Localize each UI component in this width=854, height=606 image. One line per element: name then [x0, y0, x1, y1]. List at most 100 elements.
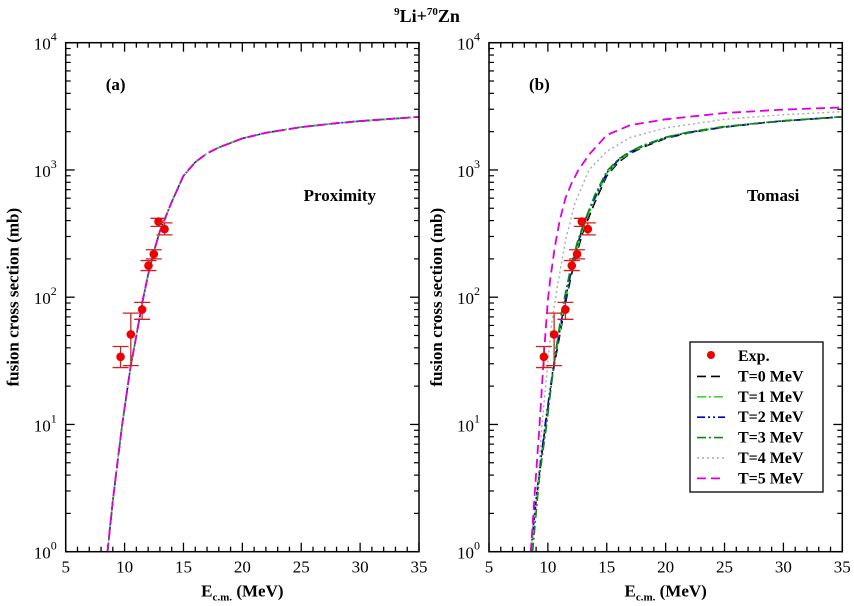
y-tick-base: 10	[34, 416, 51, 435]
x-axis-label-subscript: c.m.	[636, 592, 656, 604]
x-tick-label: 15	[598, 558, 615, 577]
model-annotation: Proximity	[304, 186, 377, 205]
y-tick-label: 100	[457, 539, 480, 563]
y-tick-base: 10	[34, 162, 51, 181]
x-tick-label: 20	[657, 558, 674, 577]
y-tick-base: 10	[457, 416, 474, 435]
y-tick-label: 100	[34, 539, 57, 563]
y-tick-label: 102	[34, 284, 57, 308]
y-tick-exponent: 1	[474, 411, 480, 425]
legend-label: Exp.	[738, 348, 770, 365]
experimental-points	[112, 217, 173, 369]
data-point	[583, 224, 593, 234]
legend-entry-t5: T=5 MeV	[697, 470, 804, 487]
y-tick-base: 10	[34, 35, 51, 54]
x-tick-label: 35	[411, 558, 428, 577]
x-axis-label-subscript: c.m.	[213, 592, 233, 604]
x-axis-label-unit: (MeV)	[232, 582, 283, 601]
y-tick-base: 10	[457, 289, 474, 308]
legend: Exp. T=0 MeV T=1 MeV T=2 MeV T=3 MeV T=4 MeV T…	[689, 341, 824, 493]
y-tick-base: 10	[34, 289, 51, 308]
y-tick-exponent: 2	[474, 284, 480, 298]
figure-title: 9Li+70Zn	[394, 6, 460, 26]
legend-entry-exp: Exp.	[707, 348, 770, 365]
legend-label: T=3 MeV	[738, 430, 804, 447]
y-tick-base: 10	[457, 35, 474, 54]
data-point	[577, 217, 587, 226]
legend-label: T=5 MeV	[738, 470, 804, 487]
y-tick-exponent: 3	[474, 157, 480, 171]
x-axis-label: Ec.m. (MeV)	[201, 582, 283, 604]
y-tick-label: 104	[457, 30, 480, 54]
y-tick-label: 103	[34, 157, 57, 181]
x-axis-label-main: E	[624, 582, 635, 601]
x-tick-label: 5	[485, 558, 494, 577]
data-point	[549, 330, 559, 339]
y-tick-label: 101	[34, 411, 57, 435]
series-line-t5	[106, 116, 419, 552]
x-axis-label-main: E	[201, 582, 212, 601]
data-point	[137, 305, 147, 314]
x-tick-label: 15	[175, 558, 192, 577]
x-tick-label: 35	[834, 558, 851, 577]
y-tick-base: 10	[457, 544, 474, 563]
series-line-t0	[106, 116, 419, 552]
panel-label: (a)	[106, 75, 126, 94]
legend-label: T=2 MeV	[738, 409, 804, 426]
legend-entry-t0: T=0 MeV	[697, 368, 804, 385]
data-point	[539, 352, 549, 362]
panel-label: (b)	[529, 75, 550, 94]
title-mass1: 9	[394, 6, 400, 18]
data-point	[154, 217, 163, 226]
y-tick-label: 103	[457, 157, 480, 181]
x-tick-label: 10	[116, 558, 133, 577]
title-element2: Zn	[438, 6, 460, 26]
y-tick-label: 104	[34, 30, 57, 54]
y-tick-base: 10	[457, 162, 474, 181]
x-tick-label: 5	[61, 558, 70, 577]
curves	[529, 106, 843, 552]
series-line-t3	[106, 116, 419, 552]
legend-box	[689, 341, 824, 493]
y-tick-exponent: 2	[51, 284, 57, 298]
data-point	[149, 249, 159, 259]
data-point	[561, 305, 570, 314]
legend-marker	[707, 351, 715, 359]
y-tick-label: 102	[457, 284, 480, 308]
series-line-t1	[106, 116, 419, 552]
series-line-t3	[531, 115, 843, 552]
series-line-t4	[530, 111, 843, 552]
title-element1: Li+	[400, 6, 427, 26]
title-mass2: 70	[427, 6, 439, 18]
data-point	[116, 352, 125, 362]
data-point	[126, 330, 136, 339]
y-axis-label: fusion cross section (mb)	[4, 208, 23, 387]
x-tick-label: 30	[775, 558, 792, 577]
data-point	[572, 249, 582, 259]
legend-entry-t3: T=3 MeV	[697, 430, 804, 447]
legend-label: T=4 MeV	[738, 450, 804, 467]
x-axis-label-unit: (MeV)	[655, 582, 706, 601]
y-tick-exponent: 3	[51, 157, 57, 171]
data-point	[144, 261, 153, 270]
y-tick-exponent: 4	[51, 30, 57, 44]
x-tick-label: 25	[293, 558, 310, 577]
model-annotation: Tomasi	[747, 186, 800, 205]
x-tick-label: 20	[234, 558, 251, 577]
x-tick-label: 30	[352, 558, 369, 577]
y-tick-exponent: 1	[51, 411, 57, 425]
legend-entry-t4: T=4 MeV	[697, 450, 804, 467]
y-tick-label: 101	[457, 411, 480, 435]
experimental-points	[535, 217, 596, 369]
legend-entry-t2: T=2 MeV	[697, 409, 804, 426]
x-tick-label: 25	[716, 558, 733, 577]
x-tick-label: 10	[539, 558, 556, 577]
data-point	[160, 224, 169, 234]
legend-label: T=1 MeV	[738, 389, 804, 406]
x-axis-label: Ec.m. (MeV)	[624, 582, 706, 604]
y-tick-exponent: 0	[474, 539, 480, 553]
series-line-t2	[106, 116, 419, 552]
